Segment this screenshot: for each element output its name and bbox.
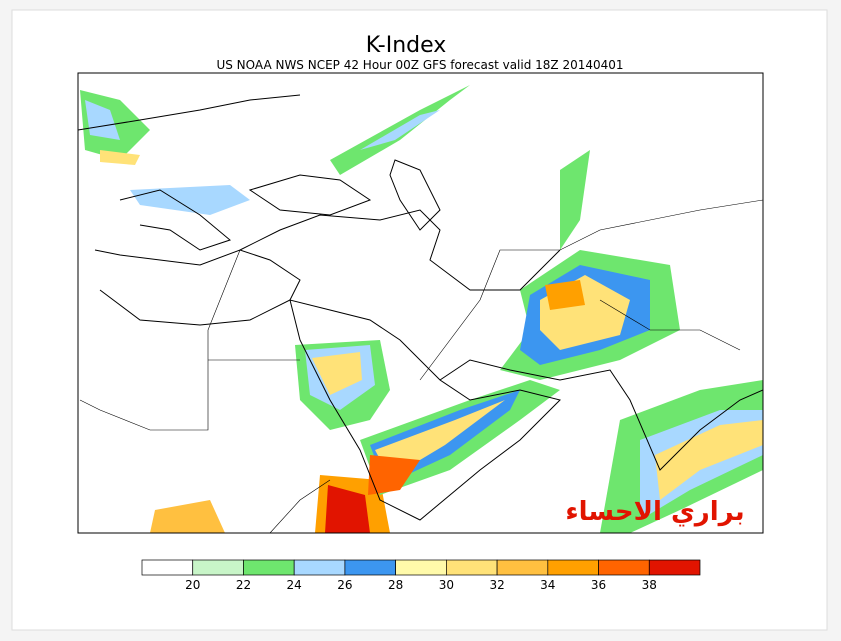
colorbar-label: 26	[337, 578, 352, 592]
colorbar-label: 32	[489, 578, 504, 592]
colorbar-box	[192, 559, 244, 576]
colorbar-box	[141, 559, 194, 576]
colorbar-box	[395, 559, 447, 576]
colorbar: 20 22 24 26 28 30 32 34 36 38	[141, 559, 701, 592]
colorbar-box	[446, 559, 498, 576]
colorbar-box	[344, 559, 396, 576]
colorbar-box	[293, 559, 346, 576]
colorbar-label: 24	[287, 578, 302, 592]
colorbar-label: 20	[185, 578, 200, 592]
map-fields	[78, 73, 763, 533]
colorbar-box	[648, 559, 701, 576]
colorbar-label: 22	[236, 578, 251, 592]
watermark: براري الاحساء	[565, 497, 744, 527]
subtitle: US NOAA NWS NCEP 42 Hour 00Z GFS forecas…	[216, 58, 623, 72]
colorbar-label: 30	[439, 578, 454, 592]
colorbar-box	[243, 559, 295, 576]
colorbar-box	[496, 559, 549, 576]
colorbar-box	[598, 559, 650, 576]
colorbar-label: 36	[591, 578, 606, 592]
colorbar-label: 34	[540, 578, 555, 592]
colorbar-label: 38	[642, 578, 657, 592]
map-border	[77, 72, 764, 534]
title: K-Index	[366, 33, 447, 58]
colorbar-box	[547, 559, 599, 576]
colorbar-label: 28	[388, 578, 403, 592]
